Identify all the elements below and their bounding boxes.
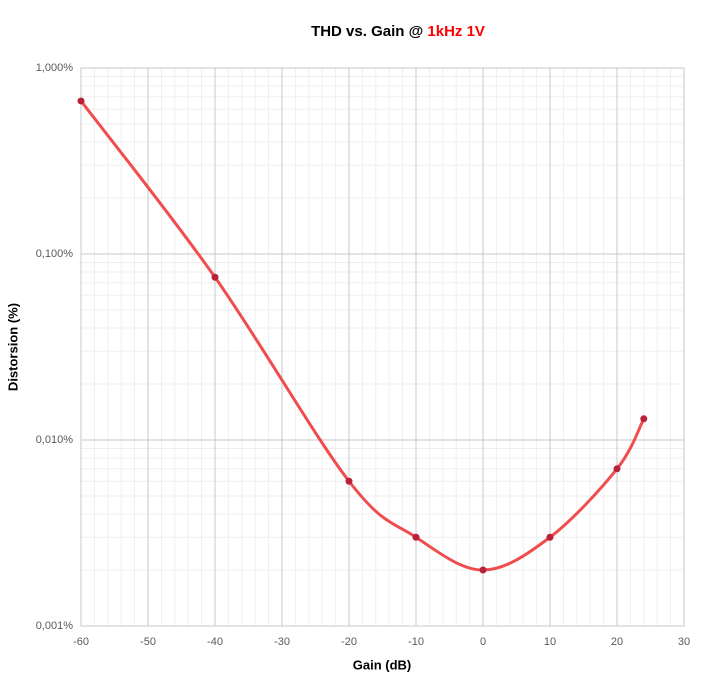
marker <box>412 533 420 541</box>
y-axis-title: Distorsion (%) <box>5 303 20 391</box>
y-tick-label: 1,000% <box>36 62 74 74</box>
marker <box>613 465 621 473</box>
x-tick-label: 0 <box>480 636 486 648</box>
x-tick-label: 10 <box>544 636 556 648</box>
plot-border <box>80 67 685 627</box>
x-tick-label: 20 <box>611 636 623 648</box>
y-tick-label: 0,001% <box>36 620 74 632</box>
marker <box>546 533 554 541</box>
x-tick-label: -30 <box>274 636 290 648</box>
marker <box>479 566 487 574</box>
x-tick-label: -10 <box>408 636 424 648</box>
x-axis-title: Gain (dB) <box>353 657 412 672</box>
marker <box>77 97 85 105</box>
marker <box>345 477 353 485</box>
line <box>79 100 646 572</box>
x-tick-label: 30 <box>678 636 690 648</box>
chart-title: THD vs. Gain @ 1kHz 1V <box>311 23 485 40</box>
marker <box>211 273 219 281</box>
x-tick-label: -50 <box>140 636 156 648</box>
x-tick-label: -60 <box>73 636 89 648</box>
y-tick-label: 0,010% <box>36 434 74 446</box>
y-tick-label: 0,100% <box>36 248 74 260</box>
title-highlight: 1kHz 1V <box>427 23 485 40</box>
marker <box>640 415 648 423</box>
x-tick-label: -20 <box>341 636 357 648</box>
x-tick-label: -40 <box>207 636 223 648</box>
title-main: THD vs. Gain @ <box>311 23 423 40</box>
